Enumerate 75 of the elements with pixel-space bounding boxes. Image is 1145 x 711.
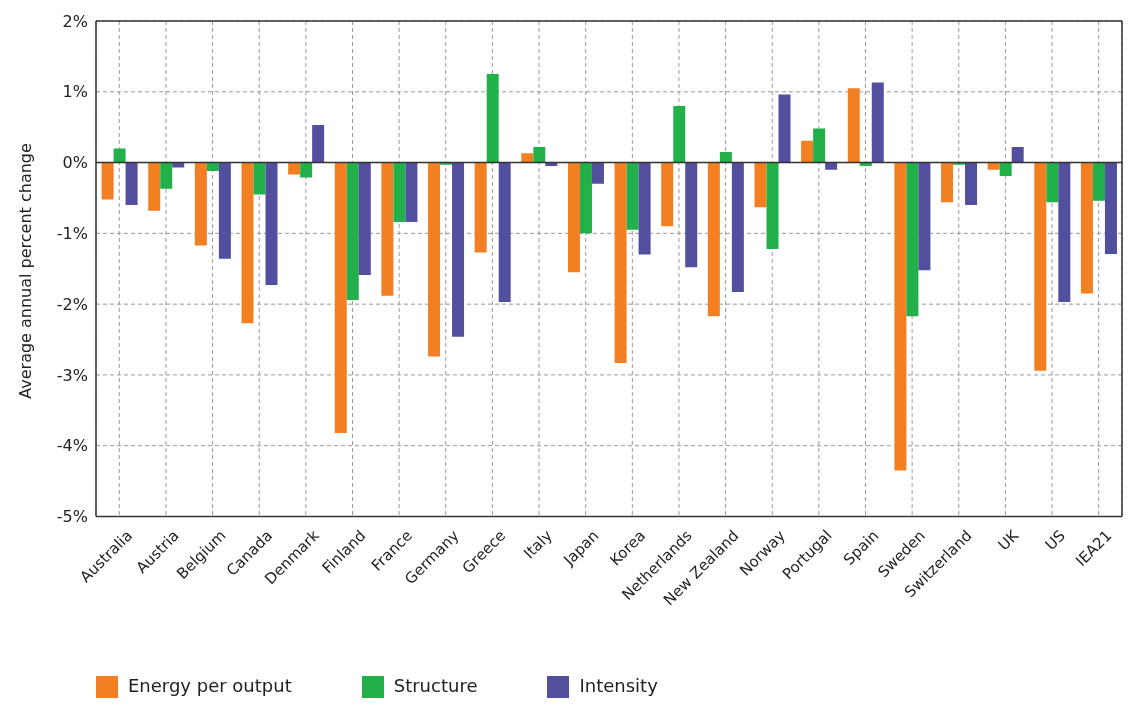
x-tick-label: UK bbox=[994, 525, 1023, 554]
bar bbox=[591, 162, 604, 184]
bar bbox=[265, 162, 278, 286]
bar bbox=[334, 162, 347, 433]
y-tick-label: 0% bbox=[62, 153, 88, 173]
bar bbox=[452, 162, 465, 337]
bar bbox=[685, 162, 698, 268]
bar bbox=[673, 105, 686, 163]
bar bbox=[241, 162, 254, 324]
legend-label: Energy per output bbox=[128, 674, 292, 696]
bar bbox=[533, 147, 546, 163]
bar bbox=[194, 162, 207, 246]
bar bbox=[871, 82, 884, 163]
bar bbox=[638, 162, 651, 255]
bar bbox=[918, 162, 931, 271]
bar bbox=[172, 162, 185, 168]
bar bbox=[1046, 162, 1059, 203]
x-tick-label: US bbox=[1041, 526, 1069, 554]
y-axis-title: Average annual percent change bbox=[15, 143, 35, 399]
y-tick-label: 1% bbox=[62, 82, 88, 102]
bar bbox=[731, 162, 744, 293]
legend-label: Structure bbox=[393, 674, 478, 696]
bar bbox=[498, 162, 511, 303]
bar bbox=[486, 74, 499, 163]
bar bbox=[1034, 162, 1047, 371]
bar bbox=[719, 151, 732, 163]
bar bbox=[474, 162, 487, 253]
bar bbox=[113, 148, 126, 163]
y-tick-label: -2% bbox=[56, 294, 88, 314]
bar bbox=[1104, 162, 1117, 254]
bar bbox=[428, 162, 441, 357]
bar bbox=[825, 162, 838, 170]
bar bbox=[125, 162, 138, 206]
bar bbox=[778, 94, 791, 163]
bar bbox=[218, 162, 231, 259]
bar bbox=[206, 162, 219, 172]
bar bbox=[1058, 162, 1071, 303]
y-tick-label: -1% bbox=[56, 224, 88, 244]
bar bbox=[300, 162, 313, 178]
bar bbox=[288, 162, 301, 175]
bar bbox=[579, 162, 592, 234]
bar bbox=[393, 162, 406, 223]
bar bbox=[614, 162, 627, 363]
bar bbox=[661, 162, 674, 227]
bar bbox=[999, 162, 1012, 177]
bar bbox=[160, 162, 173, 189]
bar bbox=[801, 140, 814, 163]
bar bbox=[626, 162, 639, 230]
bar bbox=[253, 162, 266, 195]
bar bbox=[358, 162, 371, 276]
bar bbox=[707, 162, 720, 317]
y-tick-label: -5% bbox=[56, 507, 88, 527]
bar bbox=[754, 162, 767, 208]
bar bbox=[941, 162, 954, 203]
bar bbox=[567, 162, 580, 273]
bar bbox=[813, 128, 826, 163]
legend-label: Intensity bbox=[579, 674, 658, 696]
bar bbox=[1092, 162, 1105, 201]
bar bbox=[312, 125, 325, 163]
bar bbox=[381, 162, 394, 296]
y-tick-label: 2% bbox=[62, 11, 88, 31]
bar bbox=[148, 162, 161, 211]
bar bbox=[894, 162, 907, 471]
y-tick-label: -3% bbox=[56, 365, 88, 385]
bar bbox=[1011, 147, 1024, 163]
bar bbox=[987, 162, 1000, 170]
bar bbox=[906, 162, 919, 317]
bar bbox=[766, 162, 779, 249]
bar bbox=[101, 162, 114, 200]
bar bbox=[1080, 162, 1093, 294]
bar bbox=[405, 162, 418, 223]
bar bbox=[847, 88, 860, 163]
bar bbox=[346, 162, 359, 300]
bar bbox=[965, 162, 978, 206]
y-tick-label: -4% bbox=[56, 436, 88, 456]
